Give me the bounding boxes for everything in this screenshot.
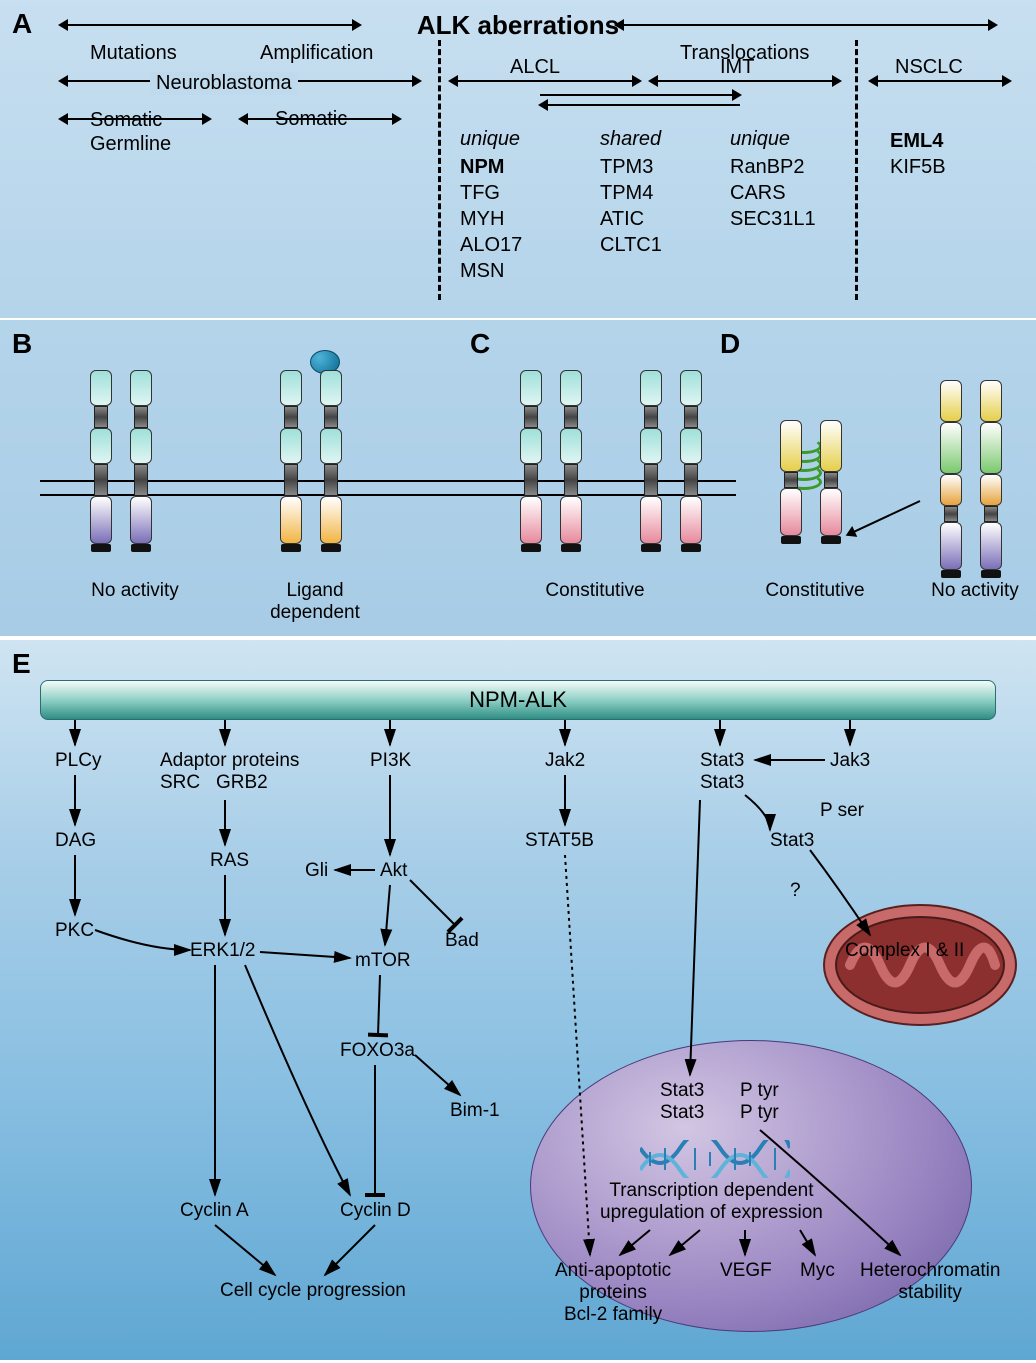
node-stat3-mid: Stat3 [770,830,814,852]
hdr-nsclc: NSCLC [895,56,963,79]
receptor-icon [320,370,342,552]
panel-e-label: E [12,648,31,680]
dna-icon [640,1140,790,1178]
panel-c-label: C [470,328,490,360]
fusion-receptor-icon [820,420,842,544]
d-arrow [847,500,920,536]
node-stat3-1: Stat3 Stat3 [700,750,744,794]
node-transcription: Transcription dependent upregulation of … [600,1180,823,1224]
node-plcy: PLCy [55,750,101,772]
receptor-icon [680,370,702,552]
dash-1 [438,40,441,300]
list-imt: RanBP2 CARS SEC31L1 [730,154,816,232]
cap-noactivity-d: No activity [900,580,1036,602]
lbl-alcl-unique: unique [460,128,520,151]
list-shared: TPM3 TPM4 ATIC CLTC1 [600,154,662,258]
node-vegf: VEGF [720,1260,772,1282]
arrow-imt [650,80,840,82]
panel-b-label: B [12,328,32,360]
arrow-left-title [60,24,360,26]
node-cyclinA: Cyclin A [180,1200,249,1222]
cap-ligand: Ligand dependent [240,580,390,624]
receptor-icon [280,370,302,552]
node-stat3-nuc: Stat3 Stat3 [660,1080,704,1124]
title-alk: ALK aberrations [417,10,619,41]
node-pser: P ser [820,800,864,822]
node-pkc: PKC [55,920,94,942]
node-stat5b: STAT5B [525,830,594,852]
node-foxo: FOXO3a [340,1040,415,1062]
node-dag: DAG [55,830,96,852]
arrow-nsclc [870,80,1010,82]
node-pi3k: PI3K [370,750,411,772]
txt-somatic-germline: Somatic Germline [90,108,171,156]
node-gli: Gli [305,860,328,882]
node-adaptor: Adaptor proteins SRC GRB2 [160,750,299,794]
panel-a: A ALK aberrations Mutations Amplificatio… [0,0,1036,320]
panel-a-label: A [12,8,32,40]
arrow-shared-1 [540,94,740,96]
arrow-shared-2 [540,104,740,106]
cap-constitutive-c: Constitutive [520,580,670,602]
node-bim: Bim-1 [450,1100,500,1122]
node-erk: ERK1/2 [190,940,255,962]
node-q: ? [790,880,801,902]
fusion-receptor-icon [980,380,1002,578]
node-jak2: Jak2 [545,750,585,772]
lbl-imt-unique: unique [730,128,790,151]
receptor-icon [520,370,542,552]
hdr-alcl: ALCL [510,56,560,79]
node-ras: RAS [210,850,249,872]
receptor-icon [90,370,112,552]
hdr-amplification: Amplification [260,42,373,65]
node-complex: Complex I & II [845,940,964,962]
node-akt: Akt [380,860,407,882]
node-myc: Myc [800,1260,835,1282]
node-jak3: Jak3 [830,750,870,772]
panel-bcd: B C D No activity Ligand dependent Const… [0,320,1036,640]
receptor-icon [560,370,582,552]
hdr-imt: IMT [720,56,754,79]
node-bad: Bad [445,930,479,952]
list-alcl: NPM TFG MYH ALO17 MSN [460,154,522,284]
mitochondrion-icon [820,900,1020,1030]
hdr-mutations: Mutations [90,42,177,65]
lbl-shared: shared [600,128,661,151]
panel-e: E NPM-ALK PLCy DAG PKC Adaptor proteins … [0,640,1036,1360]
cap-noactivity: No activity [60,580,210,602]
list-nsclc: EML4 KIF5B [890,128,946,180]
fusion-receptor-icon [780,420,802,544]
node-cyclinD: Cyclin D [340,1200,411,1222]
arrow-right-title [616,24,996,26]
arrow-alcl [450,80,640,82]
cap-constitutive-d: Constitutive [740,580,890,602]
receptor-icon [130,370,152,552]
dash-2 [855,40,858,300]
fusion-receptor-icon [940,380,962,578]
npm-alk-bar: NPM-ALK [40,680,996,720]
panel-d-label: D [720,328,740,360]
receptor-icon [640,370,662,552]
node-ccp: Cell cycle progression [220,1280,406,1302]
node-mtor: mTOR [355,950,411,972]
node-antiapop: Anti-apoptotic proteins Bcl-2 family [555,1260,671,1326]
node-ptyr: P tyr P tyr [740,1080,779,1124]
hdr-neuroblastoma: Neuroblastoma [150,72,298,95]
node-hetero: Heterochromatin stability [860,1260,1000,1304]
txt-somatic: Somatic [275,108,347,131]
